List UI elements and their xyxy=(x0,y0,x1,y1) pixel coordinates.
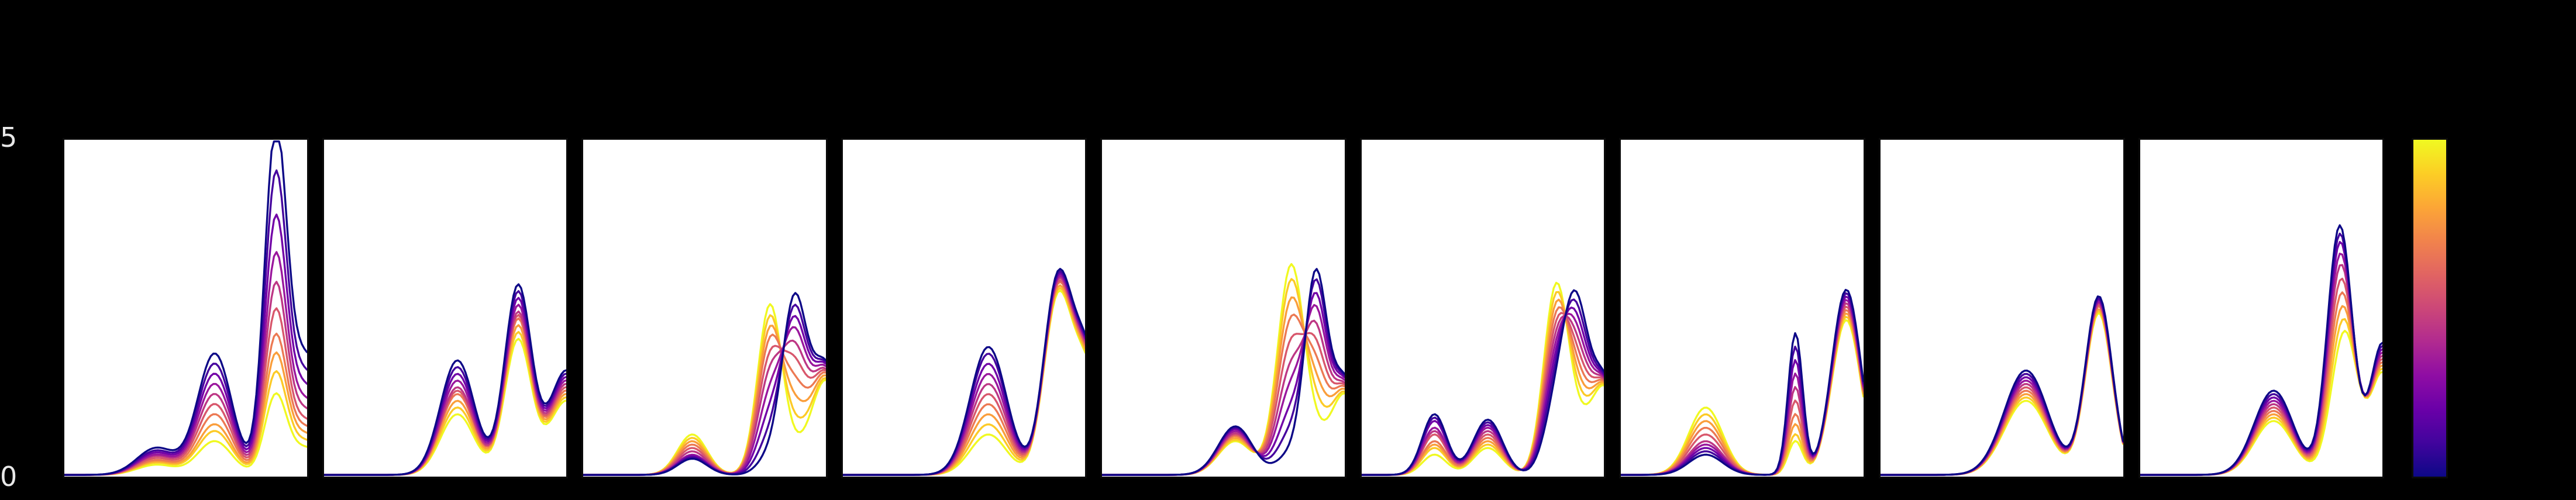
spectra-panel-4 xyxy=(841,138,1087,478)
spectra-plot xyxy=(1621,288,1864,476)
spectra-panel-9 xyxy=(2138,138,2385,478)
spectra-plot xyxy=(1102,263,1345,476)
spectrum-line xyxy=(1880,304,2123,476)
spectrum-line xyxy=(1361,315,1604,476)
spectra-panel-5 xyxy=(1100,138,1346,478)
spectrum-line xyxy=(1880,297,2123,476)
spectra-plot xyxy=(2140,224,2383,476)
colorbar xyxy=(2412,138,2448,478)
spectra-panel-8 xyxy=(1878,138,2125,478)
spectrum-line xyxy=(1880,308,2123,476)
spectrum-line xyxy=(1880,295,2123,476)
spectrum-line xyxy=(1880,298,2123,476)
spectrum-line xyxy=(842,268,1086,476)
spectrum-line xyxy=(1880,310,2123,476)
spectrum-line xyxy=(64,392,307,476)
spectra-plot xyxy=(323,283,567,476)
spectrum-line xyxy=(1102,268,1345,476)
spectrum-line xyxy=(1880,302,2123,476)
spectrum-line xyxy=(2140,264,2383,476)
spectra-panel-7 xyxy=(1619,138,1865,478)
spectrum-line xyxy=(1621,299,1864,476)
spectrum-line xyxy=(1880,301,2123,476)
spectrum-line xyxy=(323,283,567,476)
y-axis-tick-label-bottom: 0 xyxy=(0,461,18,492)
panels-row xyxy=(63,138,2385,478)
spectrum-line xyxy=(1880,312,2123,476)
spectrum-line xyxy=(2140,277,2383,476)
spectrum-line xyxy=(1621,288,1864,476)
spectrum-line xyxy=(1880,305,2123,476)
spectrum-line xyxy=(1621,292,1864,476)
spectrum-line xyxy=(1361,289,1604,476)
spectrum-line xyxy=(2140,224,2383,476)
spectrum-line xyxy=(2140,318,2383,476)
spectrum-line xyxy=(1621,305,1864,476)
spectra-panel-1 xyxy=(63,138,309,478)
spectra-panel-6 xyxy=(1359,138,1606,478)
spectra-plot xyxy=(64,140,307,476)
spectra-plot xyxy=(842,268,1086,476)
spectrum-line xyxy=(1102,313,1345,476)
spectra-plot xyxy=(583,292,826,476)
spectra-plot xyxy=(1361,281,1604,476)
spectrum-line xyxy=(2140,329,2383,476)
y-axis-tick-label-top: 5 xyxy=(0,122,18,153)
spectrum-line xyxy=(2140,291,2383,476)
spectrum-line xyxy=(64,140,307,476)
spectra-panel-3 xyxy=(581,138,828,478)
spectrum-line xyxy=(1621,295,1864,476)
spectrum-line xyxy=(1621,302,1864,476)
spectra-panel-2 xyxy=(322,138,569,478)
spectrum-line xyxy=(583,292,826,476)
spectra-plot xyxy=(1880,295,2123,476)
